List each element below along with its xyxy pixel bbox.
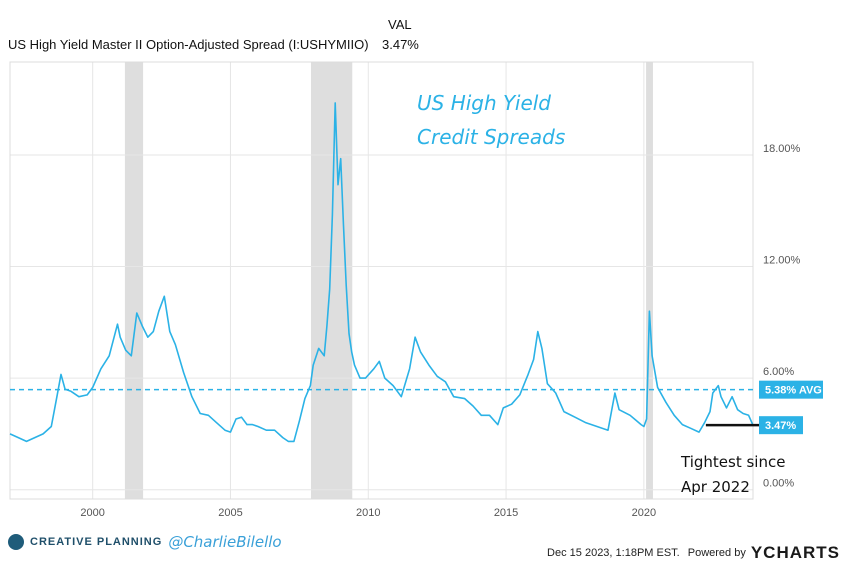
x-tick-label-4: 2020	[632, 507, 656, 519]
current-value-badge	[759, 416, 803, 435]
val-header: VAL	[388, 17, 412, 32]
timestamp: Dec 15 2023, 1:18PM EST.	[547, 547, 680, 559]
gridlines	[10, 62, 753, 499]
creative-planning-logo-icon	[8, 534, 24, 550]
average-badge	[759, 380, 823, 399]
author-handle: @CharlieBilello	[168, 533, 282, 551]
y-tick-label-3: 18.00%	[763, 143, 801, 155]
chart-title-line-1: US High Yield	[417, 91, 551, 115]
series-line-spread	[9, 102, 754, 443]
powered-by: Powered by	[687, 547, 746, 559]
y-tick-label-0: 0.00%	[763, 478, 794, 490]
brand-name: CREATIVE PLANNING	[30, 536, 163, 548]
footer-credits: Dec 15 2023, 1:18PM EST. Powered by YCHA…	[547, 543, 840, 563]
recession-band-0	[124, 62, 144, 499]
footer-brand-area: CREATIVE PLANNING @CharlieBilello	[8, 533, 282, 551]
x-tick-label-1: 2005	[218, 507, 242, 519]
recession-band-2	[646, 62, 653, 499]
x-tick-label-0: 2000	[80, 507, 104, 519]
average-line-group: 5.38% AVG	[10, 380, 823, 399]
x-tick-label-3: 2015	[494, 507, 518, 519]
annotation-group: 3.47% Tightest since Apr 2022	[680, 416, 803, 496]
annotation-line-2: Apr 2022	[681, 478, 750, 496]
chart-title-group: US High Yield Credit Spreads	[417, 91, 565, 149]
average-badge-label: 5.38% AVG	[765, 385, 822, 397]
y-tick-label-2: 12.00%	[763, 255, 801, 267]
ycharts-logo: YCHARTS	[750, 543, 840, 562]
recession-bands	[124, 62, 653, 499]
axis-labels: 2000 2005 2010 2015 2020 0.00% 6.00% 12.00% 18.0…	[80, 143, 800, 519]
chart-title-line-2: Credit Spreads	[417, 125, 565, 149]
y-tick-label-1: 6.00%	[763, 366, 794, 378]
series-name: US High Yield Master II Option-Adjusted …	[8, 37, 369, 52]
current-value-label: 3.47%	[765, 420, 796, 432]
x-tick-label-2: 2010	[356, 507, 380, 519]
plot-frame	[9, 61, 754, 500]
series-value: 3.47%	[382, 37, 419, 52]
annotation-line-1: Tightest since	[680, 453, 785, 471]
